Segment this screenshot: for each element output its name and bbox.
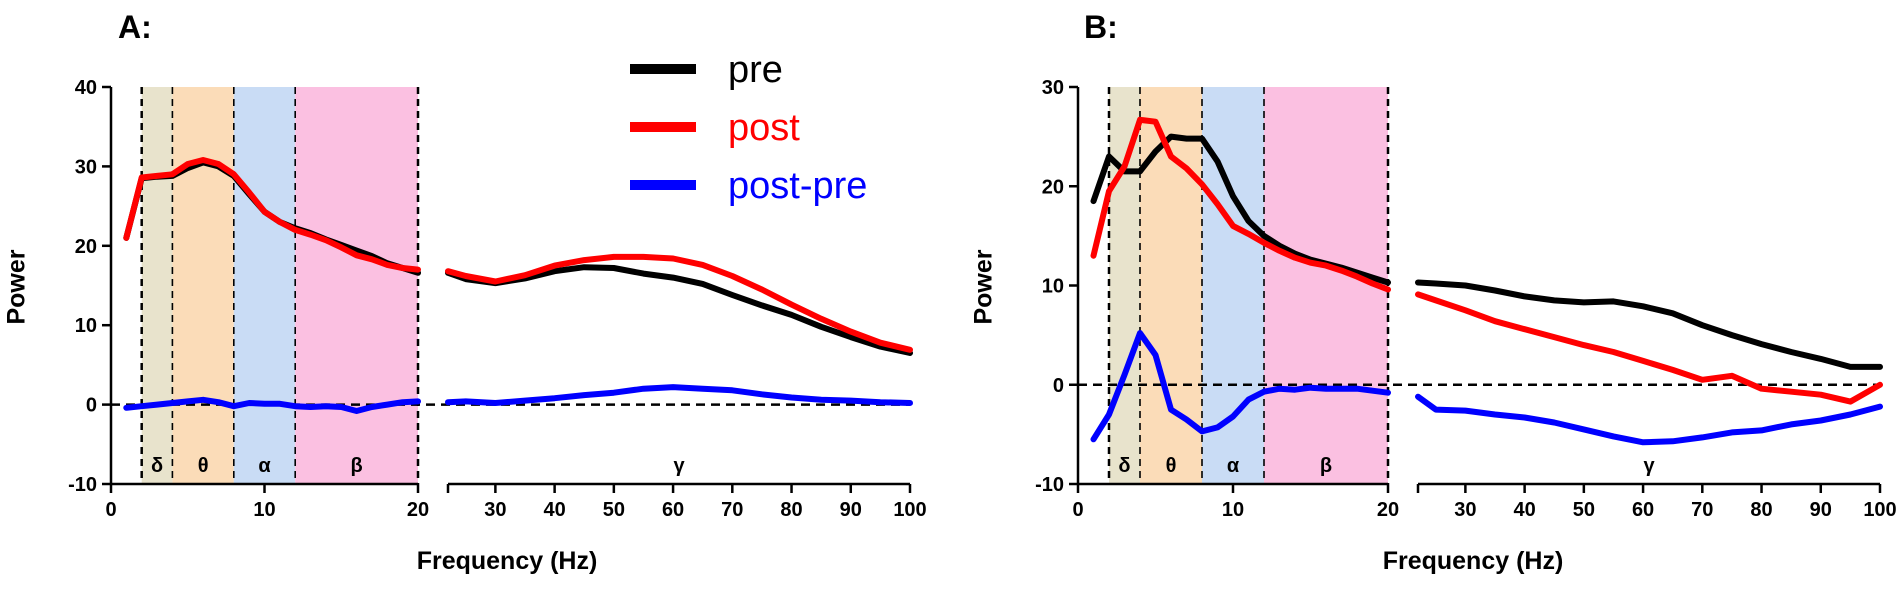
y-tick-label: 20 [1042,176,1064,198]
y-tick-label: -10 [68,474,97,496]
chart-panel-1: δ θ α β γ -10 0 10 20 30 0 10 20 30 40 50 60 70 80 90 100 Fre… [970,9,1897,575]
x-tick-label: 70 [721,499,743,521]
x-tick-label: 30 [1454,499,1476,521]
y-tick-label: 0 [86,395,97,417]
band-label: θ [1166,455,1177,477]
y-tick-label: 10 [75,315,97,337]
band-region [1264,87,1388,484]
band-label: β [1320,455,1332,477]
band-label: α [258,455,271,477]
x-tick-label: 50 [603,499,625,521]
band-label: α [1227,455,1240,477]
band-label: δ [151,455,163,477]
y-tick-label: 0 [1053,375,1064,397]
legend-label: post-pre [728,165,867,207]
y-tick-label: 30 [75,156,97,178]
x-tick-label: 10 [1222,499,1244,521]
y-axis-title: Power [3,249,31,324]
series-line-post-high [445,253,913,353]
band-region [233,87,296,484]
x-tick-label: 60 [662,499,684,521]
band-region [295,87,418,484]
series-line-post-pre-high [1415,393,1883,446]
series-line-pre-high [1415,279,1883,370]
x-tick-label: 50 [1573,499,1595,521]
panel-label: B: [1084,9,1118,45]
chart-panel-0: δ θ α β γ -10 0 10 20 30 40 0 10 20 30 40 50 60 70 80 90 100 F… [3,9,927,575]
x-tick-label: 10 [253,499,275,521]
series-line-post-low [123,157,421,273]
y-axis-title: Power [970,249,998,324]
y-tick-label: -10 [1035,474,1064,496]
series-line-post-high [1415,291,1883,405]
legend-label: post [728,107,800,149]
x-tick-label: 90 [1810,499,1832,521]
band-label: β [350,455,362,477]
y-tick-label: 20 [75,236,97,258]
y-tick-label: 40 [75,77,97,99]
legend-label: pre [728,49,783,91]
band-region [172,87,234,484]
band-region [1109,87,1140,484]
x-axis-title: Frequency (Hz) [417,547,598,575]
x-tick-label: 100 [1863,499,1896,521]
gamma-label: γ [673,455,685,477]
band-label: θ [198,455,209,477]
x-tick-label: 20 [407,499,429,521]
series-line-pre-high [445,264,913,356]
series-line-post-pre-low [1090,330,1391,443]
x-tick-label: 70 [1691,499,1713,521]
x-tick-label: 90 [840,499,862,521]
x-tick-label: 80 [780,499,802,521]
series-line-post-low [1090,116,1391,293]
y-tick-label: 10 [1042,276,1064,298]
y-tick-label: 30 [1042,77,1064,99]
x-tick-label: 0 [1072,499,1083,521]
band-region [141,87,173,484]
x-tick-label: 100 [893,499,926,521]
x-tick-label: 40 [1513,499,1535,521]
x-tick-label: 0 [105,499,116,521]
band-label: δ [1118,455,1130,477]
legend: pre post post-pre [630,49,867,207]
x-tick-label: 30 [484,499,506,521]
x-tick-label: 80 [1750,499,1772,521]
x-tick-label: 20 [1377,499,1399,521]
x-axis-title: Frequency (Hz) [1383,547,1564,575]
x-tick-label: 60 [1632,499,1654,521]
series-line-post-pre-high [445,384,913,406]
series-line-post-pre-low [123,396,421,414]
x-tick-label: 40 [543,499,565,521]
gamma-label: γ [1643,455,1655,477]
panel-label: A: [118,9,152,45]
band-region [1202,87,1264,484]
